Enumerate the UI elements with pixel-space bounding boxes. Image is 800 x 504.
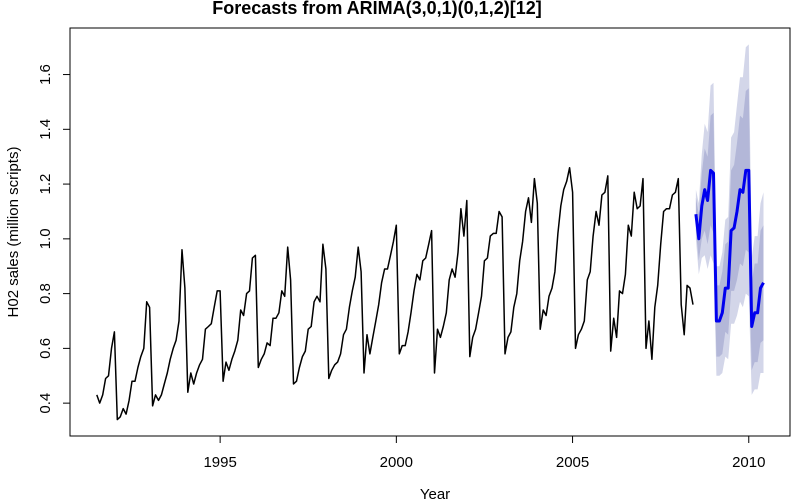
x-tick-label: 2000 [380,454,413,471]
y-tick-label: 0.4 [37,393,54,414]
series-line [96,166,694,421]
series-line [694,168,765,328]
plot-frame [69,27,791,437]
y-tick-label: 1.4 [37,119,54,140]
y-tick-label: 1.2 [37,174,54,195]
y-tick-label: 1.0 [37,228,54,249]
x-tick-label: 1995 [203,454,236,471]
y-axis-label: H02 sales (million scripts) [5,147,22,318]
x-axis-label: Year [420,486,450,503]
x-tick-label: 2010 [732,454,765,471]
x-tick-label: 2005 [556,454,589,471]
prediction-interval [695,88,764,371]
y-tick-label: 1.6 [37,64,54,85]
chart-title: Forecasts from ARIMA(3,0,1)(0,1,2)[12] [212,0,541,18]
y-tick-label: 0.8 [37,283,54,304]
y-tick-label: 0.6 [37,338,54,359]
